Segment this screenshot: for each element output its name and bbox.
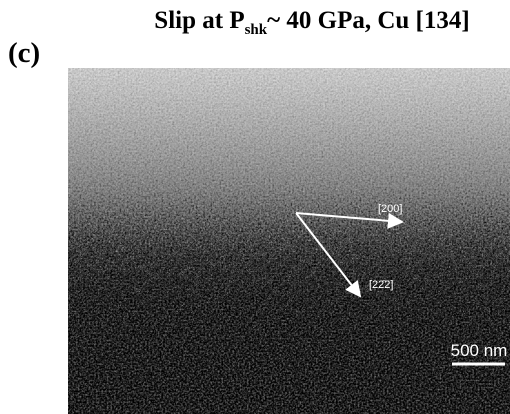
figure: Slip at Pshk~ 40 GPa, Cu [134] (c) [200]… bbox=[0, 0, 510, 414]
title-text: ~ 40 GPa, Cu [134] bbox=[267, 7, 470, 34]
direction-label: [200] bbox=[378, 203, 402, 215]
direction-label: [22̄2] bbox=[369, 279, 393, 291]
title-subscript: shk bbox=[245, 22, 268, 38]
scale-bar-label: 500 nm bbox=[451, 341, 508, 360]
micrograph bbox=[68, 68, 510, 414]
title-text: Slip at P bbox=[154, 7, 244, 34]
panel-label: (c) bbox=[8, 37, 40, 69]
title: Slip at Pshk~ 40 GPa, Cu [134] bbox=[154, 7, 469, 38]
